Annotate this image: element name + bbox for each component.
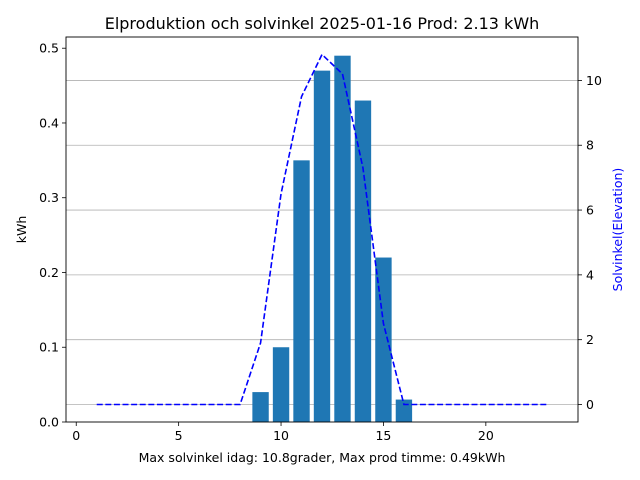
y-left-ticks: 0.0 0.1 0.2 0.3 0.4 0.5 (39, 41, 66, 430)
x-axis-label: Max solvinkel idag: 10.8grader, Max prod… (139, 450, 506, 465)
y-left-tick-label: 0.3 (39, 190, 59, 205)
bar (272, 347, 290, 422)
bar-series (252, 55, 413, 422)
bar (354, 100, 372, 422)
elevation-series (96, 53, 548, 406)
y-right-tick-label: 4 (586, 267, 594, 282)
y-left-tick-label: 0.5 (39, 41, 59, 56)
y-right-tick-label: 2 (586, 332, 594, 347)
bar (252, 392, 269, 422)
y-right-tick-label: 10 (586, 73, 602, 88)
x-tick-label: 20 (478, 428, 494, 443)
y-right-ticks: 0 2 4 6 8 10 (578, 73, 602, 412)
y-axis-right-label: Solvinkel(Elevation) (610, 168, 625, 292)
axes (65, 36, 579, 423)
bar (334, 55, 351, 422)
bar (375, 257, 392, 422)
y-left-tick-label: 0.2 (39, 265, 59, 280)
x-ticks: 0 5 10 15 20 (72, 422, 494, 443)
y-right-tick-label: 8 (586, 138, 594, 153)
plot-frame (65, 36, 579, 423)
elevation-line (96, 53, 548, 406)
y-left-tick-label: 0.0 (39, 415, 59, 430)
y-axis-left-label: kWh (14, 216, 29, 244)
x-tick-label: 0 (72, 428, 80, 443)
x-tick-label: 5 (175, 428, 183, 443)
bar (293, 160, 310, 422)
bar (395, 399, 413, 422)
x-tick-label: 15 (375, 428, 391, 443)
chart-title: Elproduktion och solvinkel 2025-01-16 Pr… (105, 14, 540, 33)
y-right-tick-label: 0 (586, 397, 594, 412)
y-left-tick-label: 0.1 (39, 340, 59, 355)
x-tick-label: 10 (273, 428, 289, 443)
y-right-tick-label: 6 (586, 203, 594, 218)
y-left-tick-label: 0.4 (39, 115, 59, 130)
bar (313, 70, 331, 422)
